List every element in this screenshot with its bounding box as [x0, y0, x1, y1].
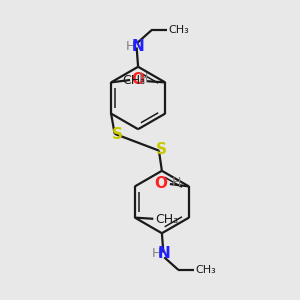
Text: N: N: [158, 246, 171, 261]
Text: CH₃: CH₃: [122, 74, 145, 87]
Text: H: H: [172, 176, 181, 189]
Text: H: H: [139, 72, 148, 85]
Text: CH₃: CH₃: [155, 213, 178, 226]
Text: N: N: [131, 39, 144, 54]
Text: O: O: [154, 176, 167, 191]
Text: CH₃: CH₃: [195, 265, 216, 275]
Text: H: H: [125, 40, 135, 53]
Text: CH₃: CH₃: [168, 25, 189, 35]
Text: S: S: [112, 128, 122, 142]
Text: S: S: [156, 142, 167, 157]
Text: H: H: [152, 247, 161, 260]
Text: O: O: [131, 72, 144, 87]
